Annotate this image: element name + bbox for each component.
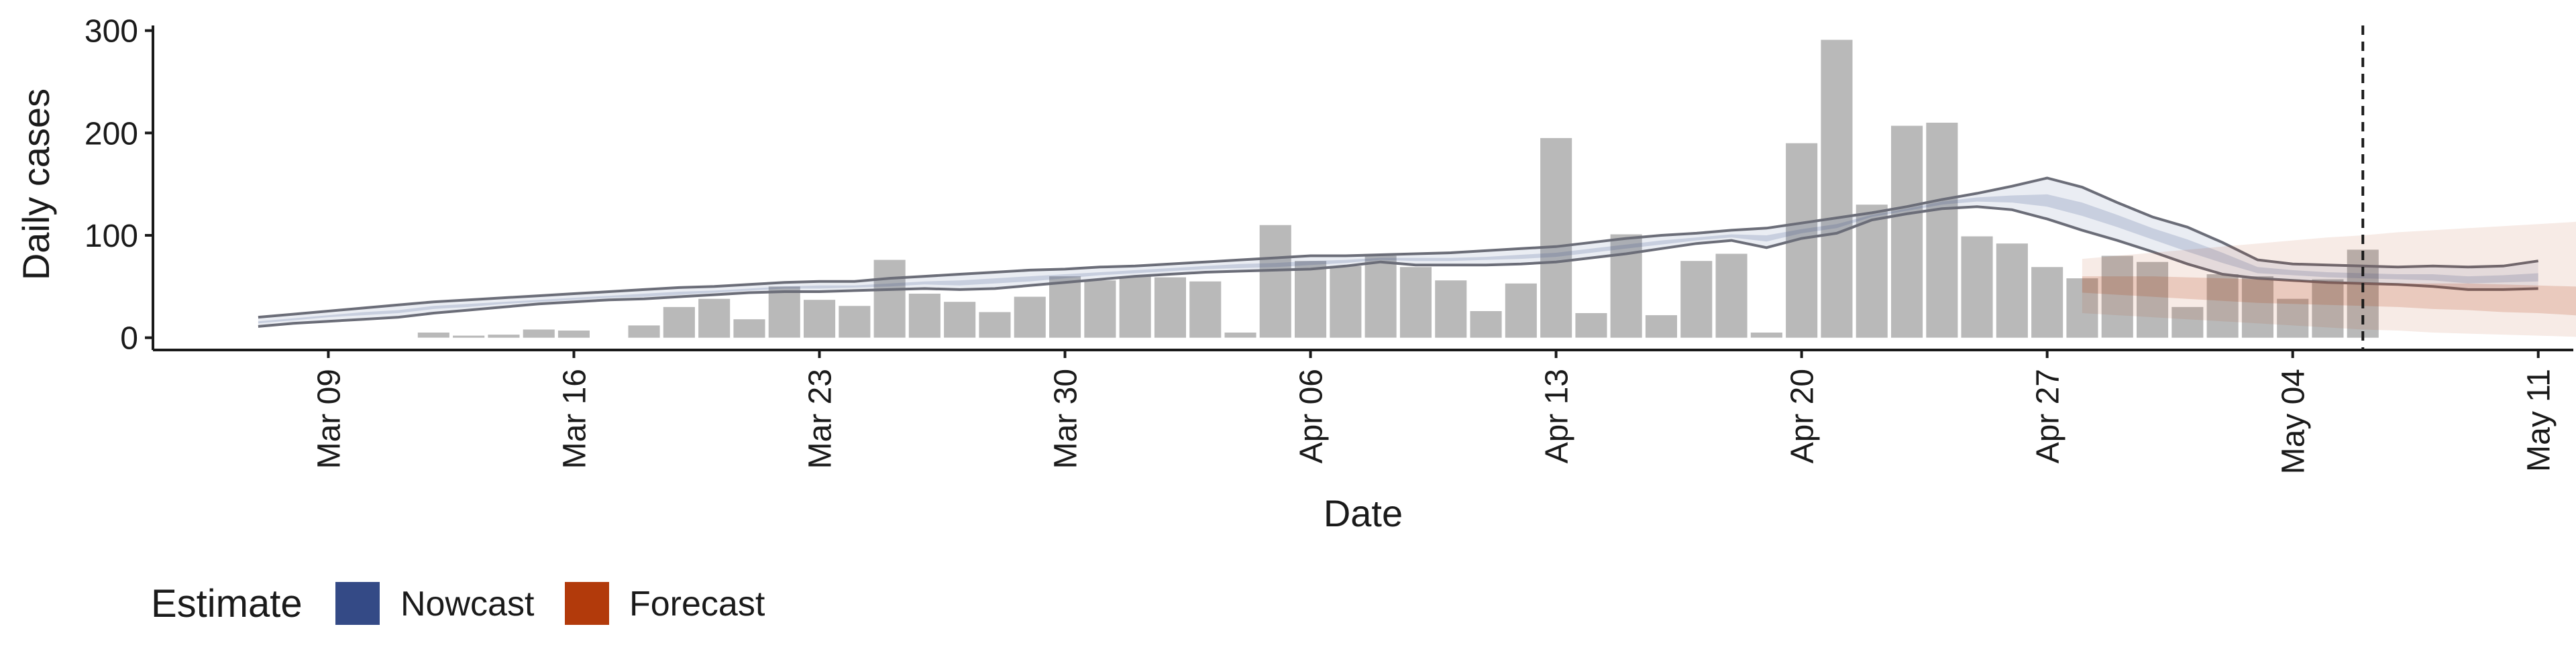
x-tick-label: Apr 13 bbox=[1540, 369, 1575, 463]
data-bar bbox=[453, 335, 485, 338]
data-bar bbox=[2277, 298, 2309, 338]
data-bar bbox=[663, 306, 695, 338]
legend: Estimate Nowcast Forecast bbox=[151, 582, 765, 626]
data-bar bbox=[1715, 253, 1748, 338]
data-bar bbox=[1330, 266, 1362, 338]
x-tick-label: Mar 09 bbox=[311, 369, 347, 469]
data-bar bbox=[2241, 276, 2273, 338]
data-bar bbox=[979, 312, 1011, 338]
data-bar bbox=[1154, 277, 1186, 338]
data-bar bbox=[733, 319, 765, 338]
data-bar bbox=[698, 298, 731, 338]
forecast-outer-band bbox=[2082, 221, 2576, 337]
data-bar bbox=[2066, 278, 2098, 338]
x-tick-label: May 04 bbox=[2276, 369, 2312, 474]
x-tick-label: Mar 30 bbox=[1049, 369, 1084, 469]
data-bar bbox=[628, 325, 660, 338]
data-bar bbox=[557, 331, 590, 338]
data-bar bbox=[1470, 311, 1502, 338]
data-bar bbox=[1680, 261, 1713, 338]
data-bar bbox=[1891, 125, 1923, 338]
data-bar bbox=[488, 335, 520, 338]
x-tick-label: Apr 20 bbox=[1785, 369, 1821, 463]
nowcast-series bbox=[258, 176, 2538, 328]
data-bar bbox=[2031, 267, 2063, 338]
forecast-series bbox=[2082, 221, 2576, 337]
forecast-inner-band bbox=[2082, 276, 2576, 316]
data-bar bbox=[1399, 267, 1432, 338]
legend-label-nowcast: Nowcast bbox=[400, 585, 535, 624]
data-bar bbox=[1996, 243, 2028, 338]
x-tick-label: Mar 23 bbox=[803, 369, 839, 469]
nowcast-inner-band bbox=[258, 194, 2538, 324]
data-bar bbox=[839, 306, 871, 338]
legend-title: Estimate bbox=[151, 582, 303, 626]
data-bar bbox=[1575, 313, 1607, 338]
data-bar bbox=[1259, 225, 1291, 338]
data-bar bbox=[1014, 296, 1046, 338]
data-bar bbox=[2312, 279, 2344, 338]
data-bar bbox=[944, 302, 976, 338]
x-tick-label: Apr 27 bbox=[2031, 369, 2066, 463]
legend-key-nowcast bbox=[335, 582, 380, 625]
y-tick-label: 100 bbox=[85, 219, 138, 254]
data-bar bbox=[1295, 261, 1327, 338]
data-bar bbox=[2206, 274, 2239, 338]
data-bar bbox=[523, 329, 555, 338]
data-bar bbox=[1540, 137, 1572, 338]
x-tick-label: Apr 06 bbox=[1294, 369, 1330, 463]
data-bar bbox=[1189, 281, 1222, 338]
data-bar bbox=[2137, 261, 2169, 338]
data-bar bbox=[1750, 333, 1782, 338]
data-bar bbox=[1505, 283, 1537, 338]
y-tick-label: 300 bbox=[85, 14, 138, 50]
data-bar bbox=[1049, 276, 1081, 338]
axes-group: 0 100 200 300 Mar 09 Mar 16 Mar 23 Mar 30 Apr 06… bbox=[85, 14, 2573, 474]
data-bar bbox=[1821, 40, 1853, 338]
data-bar bbox=[1926, 123, 1958, 338]
data-bar bbox=[1224, 333, 1256, 338]
data-bar bbox=[873, 259, 906, 338]
legend-label-forecast: Forecast bbox=[629, 585, 765, 624]
x-tick-label: May 11 bbox=[2522, 369, 2557, 472]
nowcast-outer-band bbox=[258, 178, 2538, 327]
data-bar bbox=[1119, 276, 1151, 338]
data-bar bbox=[1084, 280, 1116, 338]
nowcast-upper-line bbox=[258, 176, 2538, 319]
x-tick-label: Mar 16 bbox=[557, 369, 592, 469]
nowcast-lower-line bbox=[258, 205, 2538, 328]
bars-group bbox=[417, 40, 2379, 338]
data-bar bbox=[804, 300, 836, 338]
data-bar bbox=[1961, 236, 1993, 338]
data-bar bbox=[1435, 280, 1467, 338]
data-bar bbox=[417, 333, 449, 338]
data-bar bbox=[1364, 255, 1397, 338]
legend-key-forecast bbox=[565, 582, 609, 625]
data-bar bbox=[2101, 255, 2133, 338]
y-axis-title: Daily cases bbox=[15, 89, 57, 280]
x-axis-title: Date bbox=[1324, 492, 1403, 534]
data-bar bbox=[1856, 204, 1888, 338]
y-tick-label: 0 bbox=[120, 321, 138, 357]
data-bar bbox=[908, 294, 941, 338]
y-tick-label: 200 bbox=[85, 116, 138, 152]
data-bar bbox=[768, 286, 800, 338]
data-bar bbox=[1645, 315, 1677, 338]
data-bar bbox=[2171, 306, 2204, 338]
